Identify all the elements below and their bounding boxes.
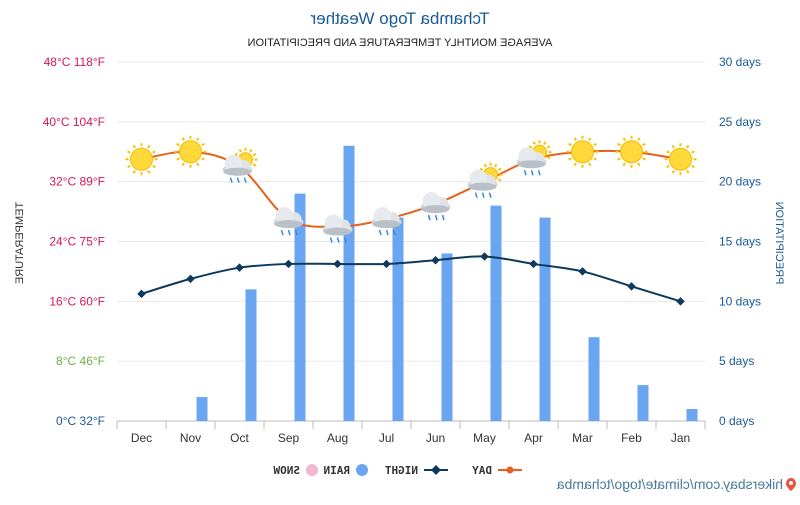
x-tick-label: Feb	[621, 431, 642, 445]
x-tick-label: Apr	[524, 431, 543, 445]
rain-cloud-icon	[322, 214, 353, 243]
night-point[interactable]	[627, 282, 636, 291]
rain-bar[interactable]	[490, 205, 502, 421]
y-right-tick-label: 24°C 75°F	[49, 235, 105, 249]
map-pin-icon	[786, 478, 796, 491]
rain-bars	[196, 145, 698, 421]
night-point[interactable]	[137, 289, 146, 299]
legend-label-day: DAY	[472, 464, 492, 477]
night-point[interactable]	[480, 252, 489, 261]
y-right-tick-label: 48°C 118°F	[44, 55, 105, 69]
x-tick-label: Oct	[230, 431, 249, 445]
legend-item-night[interactable]: NIGHT	[385, 464, 448, 477]
x-tick-label: May	[473, 431, 496, 445]
rain-bar[interactable]	[441, 253, 453, 421]
legend-label-night: NIGHT	[385, 464, 418, 477]
sun-cloud-icon	[467, 162, 503, 198]
x-tick-label: Jan	[671, 431, 690, 445]
y-axis-right-title: TEMPERATURE	[14, 202, 26, 284]
y-right-tick-label: 16°C 60°F	[49, 294, 105, 308]
sun-icon	[615, 135, 648, 168]
rain-bar[interactable]	[539, 217, 551, 421]
y-left-tick-label: 15 days	[719, 235, 761, 249]
footer-link[interactable]: hikersbay.com/climate/togo/tchamba	[557, 476, 796, 492]
sun-icon	[664, 143, 697, 176]
night-point[interactable]	[284, 259, 293, 269]
legend-item-rain[interactable]: RAIN	[324, 464, 369, 477]
y-right-tick-label: 0°C 32°F	[56, 414, 105, 428]
rain-bar[interactable]	[343, 145, 355, 421]
legend-label-snow: SNOW	[273, 464, 300, 477]
legend-label-rain: RAIN	[324, 464, 351, 477]
night-point[interactable]	[235, 263, 244, 272]
chart-title: Tchamba Togo Weather	[310, 9, 489, 28]
night-point[interactable]	[186, 274, 195, 284]
rain-bar[interactable]	[196, 397, 208, 421]
x-tick-label: Mar	[572, 431, 593, 445]
y-right-tick-label: 32°C 89°F	[49, 175, 105, 189]
y-right-tick-label: 8°C 46°F	[56, 354, 105, 368]
y-left-tick-label: 5 days	[719, 354, 754, 368]
x-tick-label: Nov	[180, 431, 201, 445]
axes: 0 days 5 days 10 days 15 days 20 days 25 days…	[43, 55, 761, 445]
rain-bar[interactable]	[245, 289, 257, 421]
legend-item-snow[interactable]: SNOW	[273, 464, 318, 477]
night-point[interactable]	[382, 259, 391, 269]
rain-bar[interactable]	[588, 337, 600, 421]
night-point[interactable]	[431, 255, 440, 265]
y-left-tick-label: 20 days	[719, 175, 761, 189]
legend-item-day[interactable]: DAY	[472, 464, 522, 477]
y-axis-left-title: PRECIPITATION	[773, 202, 785, 285]
x-tick-label: Jul	[379, 431, 394, 445]
night-point[interactable]	[578, 267, 587, 276]
sun-icon	[174, 135, 207, 168]
day-line	[141, 149, 681, 228]
rain-cloud-icon	[420, 192, 451, 221]
night-point[interactable]	[529, 259, 538, 269]
temperature-lines	[137, 148, 685, 306]
footer-url: hikersbay.com/climate/togo/tchamba	[557, 476, 783, 492]
sun-icon	[566, 135, 599, 168]
x-tick-label: Jun	[426, 431, 445, 445]
night-line	[141, 255, 681, 303]
y-left-tick-label: 25 days	[719, 115, 761, 129]
x-tick-label: Aug	[327, 431, 348, 445]
rain-bar[interactable]	[392, 217, 404, 421]
weather-icons	[125, 135, 697, 243]
x-tick-label: Sep	[278, 431, 300, 445]
y-left-tick-label: 10 days	[719, 294, 761, 308]
y-left-tick-label: 0 days	[719, 414, 754, 428]
rain-bar[interactable]	[686, 409, 698, 421]
rain-cloud-icon	[371, 207, 402, 236]
y-left-tick-label: 30 days	[719, 55, 761, 69]
sun-cloud-icon	[516, 140, 552, 176]
rain-bar[interactable]	[294, 193, 306, 421]
rain-bar[interactable]	[637, 385, 649, 421]
y-right-tick-label: 40°C 104°F	[43, 115, 105, 129]
rain-cloud-icon	[273, 207, 304, 236]
legend: DAY NIGHT RAIN SNOW	[273, 464, 522, 477]
sun-icon	[125, 143, 158, 176]
sun-cloud-icon	[222, 147, 258, 183]
grid	[116, 61, 706, 429]
x-tick-label: Dec	[131, 431, 152, 445]
chart-subtitle: AVERAGE MONTHLY TEMPERATURE AND PRECIPIT…	[248, 37, 553, 49]
night-point[interactable]	[676, 297, 685, 306]
night-point[interactable]	[333, 259, 342, 269]
